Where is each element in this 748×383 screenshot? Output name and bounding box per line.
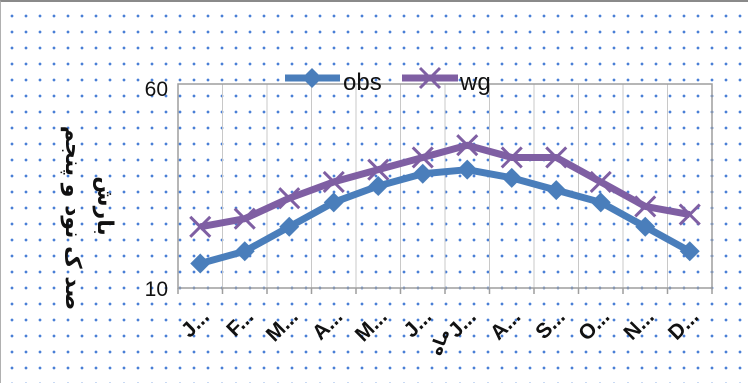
vertical-gridlines	[222, 84, 668, 288]
data-point-obs	[635, 216, 656, 237]
data-point-wg	[233, 207, 256, 230]
x-tick-label: N...	[619, 305, 658, 344]
x-tick-label: J...	[177, 305, 214, 342]
x-tick-label: A...	[308, 305, 347, 344]
legend-obs-marker	[302, 68, 322, 88]
series-layer	[189, 134, 701, 274]
data-point-obs	[679, 241, 700, 262]
data-point-obs	[234, 241, 255, 262]
data-point-wg	[678, 203, 701, 226]
y-axis-label: صد ک نود و پنجم	[60, 126, 85, 311]
x-tick-label: M...	[351, 305, 392, 346]
data-point-wg	[411, 146, 434, 169]
y-axis-label-secondary: بارش	[92, 176, 117, 236]
x-tick-label: D...	[664, 305, 703, 344]
data-point-wg	[456, 134, 479, 157]
data-point-wg	[322, 170, 345, 193]
x-tick-label: S...	[531, 305, 570, 344]
data-point-wg	[278, 187, 301, 210]
series-obs	[190, 159, 700, 274]
series-line-obs	[199, 166, 692, 267]
legend: obs wg	[285, 66, 491, 96]
data-point-wg	[545, 146, 568, 169]
x-tick-label: O...	[574, 305, 614, 345]
x-tick-label: F...	[222, 305, 258, 341]
data-point-obs	[546, 180, 567, 201]
data-point-obs	[412, 163, 433, 184]
data-point-obs	[279, 216, 300, 237]
legend-wg-marker	[418, 66, 442, 90]
x-tick-label: M...	[262, 305, 303, 346]
data-point-obs	[368, 176, 389, 196]
data-point-wg	[500, 146, 523, 169]
data-point-obs	[323, 192, 344, 213]
x-tick-label: A...	[486, 305, 525, 344]
data-point-obs	[501, 167, 522, 188]
y-tick-label-min: 10	[145, 278, 168, 301]
y-tick-label-max: 60	[145, 78, 168, 101]
data-point-wg	[589, 170, 612, 193]
data-point-obs	[190, 253, 211, 274]
legend-wg-label: wg	[459, 69, 491, 96]
x-axis-ticks	[177, 288, 713, 294]
legend-obs-label: obs	[343, 69, 382, 96]
data-point-obs	[590, 192, 611, 213]
series-wg	[189, 134, 701, 238]
data-point-wg	[367, 158, 390, 181]
series-line-wg	[199, 141, 691, 231]
data-point-wg	[189, 215, 212, 238]
data-point-obs	[457, 159, 478, 180]
data-point-wg	[634, 195, 657, 218]
